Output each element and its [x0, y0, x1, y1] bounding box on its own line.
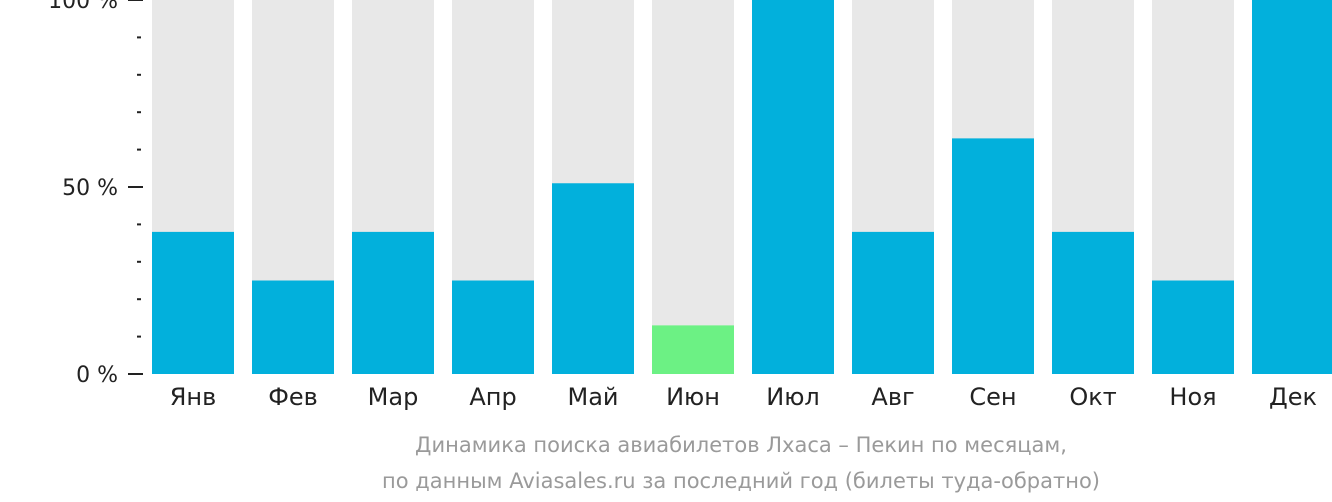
y-tick-label: 0 % [76, 363, 118, 388]
bar [652, 325, 734, 374]
x-tick-label: Янв [170, 383, 217, 411]
y-tick-label: 50 % [62, 176, 118, 201]
x-tick-label: Мар [368, 383, 419, 411]
bar [152, 231, 234, 374]
x-tick-label: Сен [969, 383, 1016, 411]
x-tick-label: Ноя [1169, 383, 1216, 411]
bar [752, 0, 834, 374]
bar [252, 280, 334, 374]
x-tick-label: Окт [1069, 383, 1116, 411]
y-tick-label: 100 % [48, 0, 118, 14]
x-tick-label: Авг [871, 383, 914, 411]
bar [352, 231, 434, 374]
bar [1252, 0, 1332, 374]
caption-line-2: по данным Aviasales.ru за последний год … [382, 469, 1100, 493]
bar [952, 138, 1034, 374]
bar [1152, 280, 1234, 374]
bar [552, 183, 634, 374]
bar [1052, 231, 1134, 374]
x-tick-label: Фев [268, 383, 318, 411]
x-axis-labels: Янв Фев Мар Апр Май Июн Июл Авг Сен Окт Ноя Дек [170, 383, 1317, 411]
bars-group [152, 0, 1332, 374]
x-tick-label: Май [567, 383, 618, 411]
bar [452, 280, 534, 374]
y-axis: 0 % 50 % 100 % [48, 0, 143, 388]
x-tick-label: Июн [666, 383, 720, 411]
x-tick-label: Дек [1269, 383, 1317, 411]
caption-line-1: Динамика поиска авиабилетов Лхаса – Пеки… [415, 433, 1067, 457]
bar-background [652, 0, 734, 374]
x-tick-label: Апр [469, 383, 516, 411]
bar [852, 231, 934, 374]
x-tick-label: Июл [766, 383, 820, 411]
